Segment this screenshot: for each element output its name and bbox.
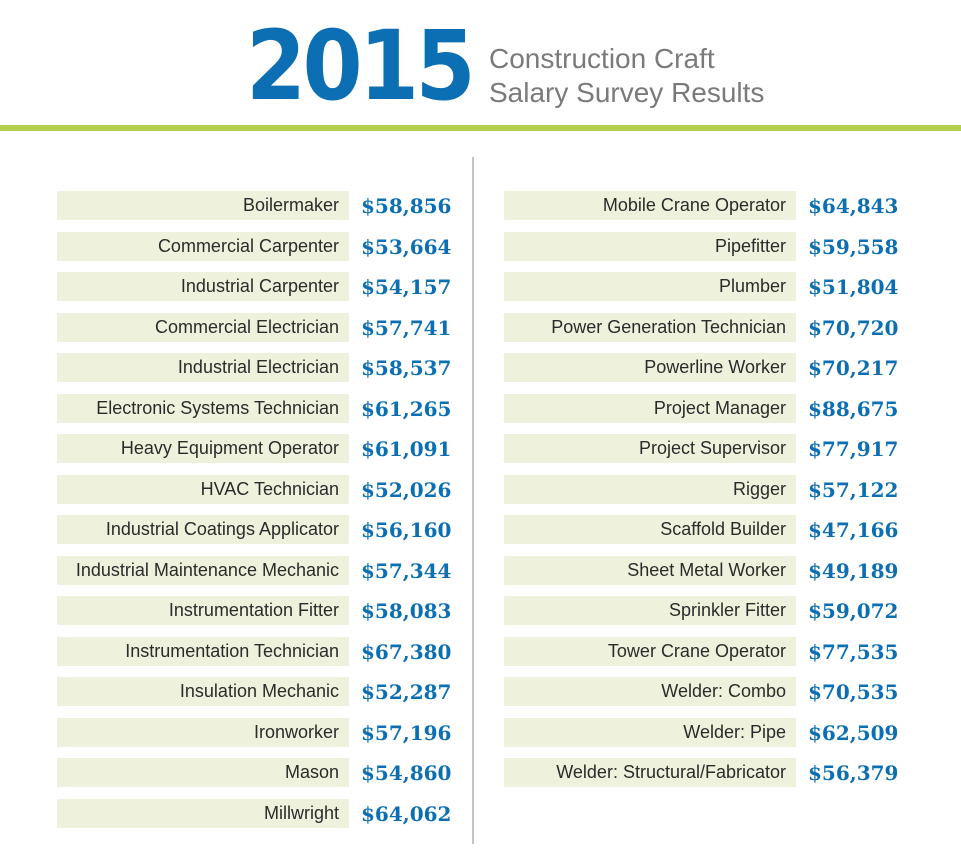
page-header: 2015 Construction Craft Salary Survey Re… <box>0 0 961 128</box>
craft-name: Project Supervisor <box>504 434 796 463</box>
survey-title-line-1: Construction Craft <box>489 43 715 74</box>
column-divider <box>472 157 474 844</box>
craft-salary: $49,189 <box>808 558 899 583</box>
craft-name: Tower Crane Operator <box>504 636 796 666</box>
craft-salary: $57,122 <box>808 477 899 502</box>
craft-name: Heavy Equipment Operator <box>57 434 349 463</box>
survey-year: 2015 <box>246 10 476 122</box>
craft-name: Instrumentation Technician <box>57 636 349 666</box>
craft-salary: $57,344 <box>361 558 452 583</box>
craft-name: Industrial Maintenance Mechanic <box>57 555 349 585</box>
craft-salary: $77,535 <box>808 639 899 664</box>
craft-salary: $58,537 <box>361 356 452 380</box>
craft-salary: $54,157 <box>361 275 452 299</box>
craft-name: Ironworker <box>57 717 349 747</box>
craft-name: Powerline Worker <box>504 353 796 382</box>
craft-name: Plumber <box>504 272 796 301</box>
craft-name: Rigger <box>504 474 796 504</box>
craft-salary: $59,558 <box>808 234 899 259</box>
craft-name: Scaffold Builder <box>504 515 796 544</box>
craft-salary: $77,917 <box>808 437 899 461</box>
craft-salary: $57,196 <box>361 720 452 745</box>
craft-name: Mobile Crane Operator <box>504 191 796 220</box>
craft-salary: $58,083 <box>361 599 452 623</box>
craft-name: Instrumentation Fitter <box>57 596 349 625</box>
craft-name: Industrial Carpenter <box>57 272 349 301</box>
craft-salary: $70,217 <box>808 356 899 380</box>
craft-salary: $70,535 <box>808 680 899 704</box>
craft-salary: $51,804 <box>808 275 899 299</box>
craft-name: Electronic Systems Technician <box>57 393 349 423</box>
craft-salary: $67,380 <box>361 639 452 664</box>
craft-salary: $54,860 <box>361 761 452 785</box>
craft-name: Sheet Metal Worker <box>504 555 796 585</box>
craft-salary: $62,509 <box>808 720 899 745</box>
craft-salary: $61,265 <box>361 396 452 421</box>
craft-salary: $61,091 <box>361 437 452 461</box>
craft-name: Sprinkler Fitter <box>504 596 796 625</box>
craft-salary: $58,856 <box>361 194 452 218</box>
craft-salary: $52,287 <box>361 680 452 704</box>
craft-salary: $88,675 <box>808 396 899 421</box>
craft-name: Millwright <box>57 798 349 828</box>
craft-name: Industrial Coatings Applicator <box>57 515 349 544</box>
craft-name: Welder: Structural/Fabricator <box>504 758 796 787</box>
craft-salary: $53,664 <box>361 234 452 259</box>
craft-name: Commercial Electrician <box>57 312 349 342</box>
craft-salary: $47,166 <box>808 518 899 542</box>
survey-title-line-2: Salary Survey Results <box>489 77 765 108</box>
craft-name: Industrial Electrician <box>57 353 349 382</box>
craft-name: Mason <box>57 758 349 787</box>
craft-salary: $56,160 <box>361 518 452 542</box>
craft-name: Project Manager <box>504 393 796 423</box>
craft-salary: $64,062 <box>361 801 452 826</box>
header-rule <box>0 125 961 131</box>
craft-name: Power Generation Technician <box>504 312 796 342</box>
craft-name: HVAC Technician <box>57 474 349 504</box>
craft-salary: $52,026 <box>361 477 452 502</box>
craft-name: Insulation Mechanic <box>57 677 349 706</box>
craft-name: Welder: Pipe <box>504 717 796 747</box>
craft-salary: $57,741 <box>361 315 452 340</box>
craft-name: Pipefitter <box>504 231 796 261</box>
survey-title: Construction Craft Salary Survey Results <box>489 42 764 110</box>
craft-salary: $64,843 <box>808 194 899 218</box>
craft-name: Commercial Carpenter <box>57 231 349 261</box>
craft-name: Boilermaker <box>57 191 349 220</box>
craft-salary: $70,720 <box>808 315 899 340</box>
craft-salary: $56,379 <box>808 761 899 785</box>
craft-name: Welder: Combo <box>504 677 796 706</box>
craft-salary: $59,072 <box>808 599 899 623</box>
